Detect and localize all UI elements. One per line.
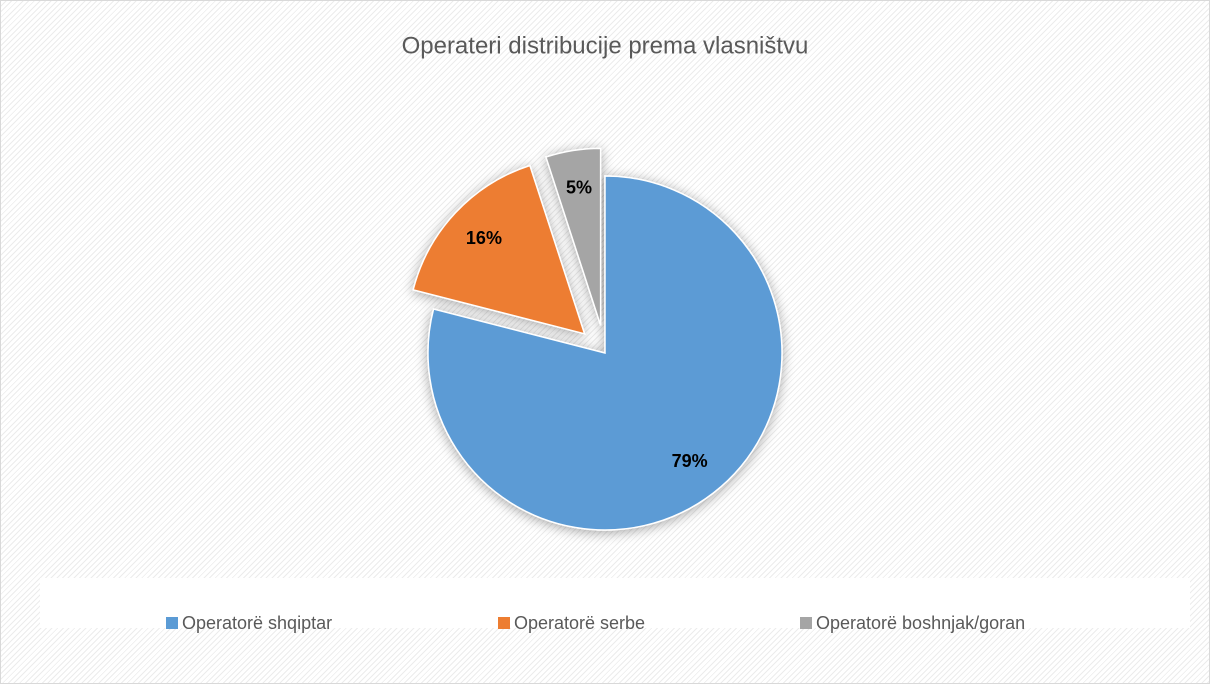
chart-title: Operateri distribucije prema vlasništvu <box>402 32 809 59</box>
pie-slice <box>412 164 586 335</box>
data-label: 79% <box>672 451 708 471</box>
legend-swatch <box>498 617 510 629</box>
pie <box>412 147 783 531</box>
legend-label: Operatorë shqiptar <box>182 613 332 633</box>
legend-swatch <box>800 617 812 629</box>
data-label: 5% <box>566 178 592 198</box>
pie-slice <box>427 175 783 531</box>
data-label: 16% <box>466 228 502 248</box>
legend-label: Operatorë serbe <box>514 613 645 633</box>
pie-slice <box>544 147 602 326</box>
legend-box <box>40 578 1190 628</box>
legend-label: Operatorë boshnjak/goran <box>816 613 1025 633</box>
legend-swatch <box>166 617 178 629</box>
